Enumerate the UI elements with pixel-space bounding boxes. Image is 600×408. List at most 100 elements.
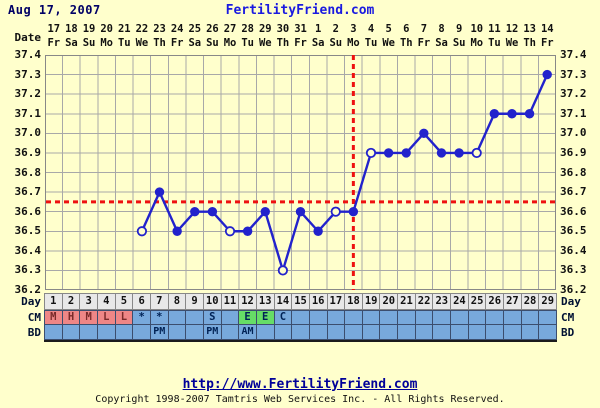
day-cell: 24 (451, 294, 469, 309)
date-column: 29 We (257, 23, 275, 50)
date-number: 23 (153, 23, 166, 35)
date-number: 27 (223, 23, 237, 35)
date-number: 5 (385, 23, 392, 35)
date-column: 22 We (133, 23, 151, 50)
date-column: 21 Tu (116, 23, 134, 50)
day-row-label-right: Day (561, 295, 581, 308)
temp-point-open (224, 226, 236, 237)
date-number: 12 (505, 23, 519, 35)
weekday-abbrev: Th (276, 36, 290, 49)
date-column: 14 Fr (539, 23, 557, 50)
weekday-abbrev: Fr (170, 36, 184, 49)
cm-row-label-right: CM (561, 311, 575, 324)
y-tick-label: 37.1 (560, 106, 587, 120)
temp-point-open (330, 206, 341, 217)
temp-point-filled (207, 206, 218, 217)
date-column: 8 Sa (433, 23, 451, 50)
date-column: 26 Su (204, 23, 222, 50)
bd-cell (309, 325, 328, 339)
bd-cell (80, 325, 98, 339)
bd-cell (362, 325, 381, 339)
day-cell: 17 (327, 294, 346, 309)
date-column: 10 Mo (468, 23, 486, 50)
day-cell: 2 (62, 294, 81, 309)
cm-cell: E (239, 311, 257, 324)
cm-cell: * (150, 311, 169, 324)
cm-cell: M (45, 311, 63, 324)
footer-url-link[interactable]: http://www.FertilityFriend.com (182, 377, 418, 392)
bd-cell (256, 325, 275, 339)
day-cell: 27 (504, 294, 522, 309)
date-number: 28 (241, 23, 255, 35)
y-tick-label: 37.3 (14, 67, 42, 81)
day-cell: 1 (45, 294, 63, 309)
temp-point-filled (313, 226, 323, 236)
temp-point-filled (419, 128, 429, 139)
weekday-abbrev: Th (523, 36, 537, 49)
cm-cell (221, 311, 240, 324)
day-cell: 13 (256, 294, 275, 309)
day-cell: 5 (115, 294, 134, 309)
cm-cell (433, 311, 452, 324)
date-number: 21 (117, 23, 131, 35)
y-tick-label: 37.2 (14, 87, 42, 101)
bd-cell (504, 325, 522, 339)
cm-cell (415, 311, 434, 324)
date-number: 17 (47, 23, 61, 35)
date-number: 14 (540, 23, 554, 35)
temp-point-filled (154, 187, 165, 197)
weekday-abbrev: We (505, 36, 519, 49)
date-column: 24 Fr (168, 23, 186, 50)
day-cell: 21 (398, 294, 416, 309)
day-cell: 7 (150, 294, 169, 309)
intercourse-row: PM PM AM (44, 325, 557, 340)
day-cell: 12 (239, 294, 257, 309)
date-column: 5 We (380, 23, 398, 50)
date-column: 18 Sa (63, 23, 81, 50)
cm-cell (327, 311, 346, 324)
y-tick-label: 37.3 (560, 67, 587, 81)
site-title-link[interactable]: FertilityFriend.com (225, 3, 375, 18)
cm-cell: H (62, 311, 81, 324)
weekday-abbrev: Mo (347, 36, 360, 49)
temp-point-filled (454, 148, 464, 158)
day-cell: 23 (433, 294, 452, 309)
cm-cell: L (97, 311, 116, 324)
y-tick-label: 37.2 (560, 87, 587, 101)
day-cell: 6 (133, 294, 151, 309)
cm-cell (186, 311, 204, 324)
date-number: 6 (403, 23, 410, 35)
weekday-abbrev: We (135, 36, 149, 49)
bd-cell (186, 325, 204, 339)
temperature-plot (45, 55, 556, 290)
day-cell: 26 (486, 294, 505, 309)
weekday-abbrev: Tu (364, 36, 378, 49)
cm-cell (398, 311, 416, 324)
date-column: 31 Fr (292, 23, 310, 50)
cm-cell (468, 311, 487, 324)
weekday-abbrev: Su (452, 36, 466, 49)
cm-cell (362, 311, 381, 324)
weekday-abbrev: Fr (47, 36, 61, 49)
temp-point-filled (436, 148, 447, 158)
bd-cell (539, 325, 557, 339)
bd-cell: PM (150, 325, 169, 339)
day-cell: 8 (168, 294, 187, 309)
day-cell: 15 (292, 294, 310, 309)
bd-row-label-right: BD (561, 326, 575, 339)
date-number: 25 (188, 23, 202, 35)
weekday-abbrev: Th (153, 36, 166, 49)
date-column: 6 Th (398, 23, 416, 50)
date-column: 23 Th (151, 23, 169, 50)
y-tick-label: 36.5 (560, 224, 587, 238)
date-column: 20 Mo (98, 23, 116, 50)
bd-cell (221, 325, 240, 339)
cm-cell: * (133, 311, 151, 324)
y-tick-label: 36.9 (560, 145, 587, 159)
cm-cell (451, 311, 469, 324)
y-tick-label: 36.4 (14, 243, 42, 257)
date-column: 1 Sa (309, 23, 327, 50)
y-tick-label: 37.0 (14, 126, 42, 140)
date-column: 2 Su (327, 23, 345, 50)
y-tick-label: 36.5 (14, 224, 42, 238)
